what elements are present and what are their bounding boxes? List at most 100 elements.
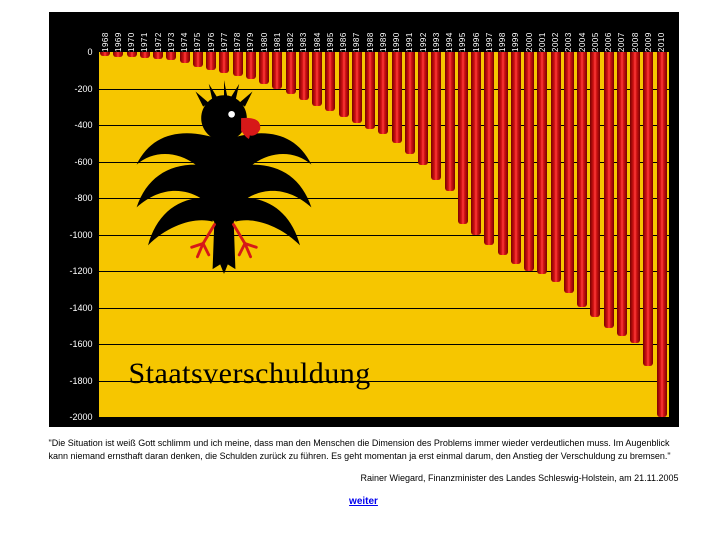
bar-slot [470,52,483,417]
x-label: 1971 [138,14,151,52]
bar-slot [496,52,509,417]
x-label: 1987 [350,14,363,52]
bar-slot [562,52,575,417]
y-label: -1400 [69,303,92,313]
bar-slot [390,52,403,417]
bar-slot [112,52,125,417]
bar-slot [483,52,496,417]
bar [219,52,229,73]
x-label: 1982 [284,14,297,52]
x-label: 1996 [470,14,483,52]
bar-slot [456,52,469,417]
x-label: 1984 [311,14,324,52]
bar-slot [549,52,562,417]
x-label: 1977 [218,14,231,52]
bar [233,52,243,76]
bar-slot [589,52,602,417]
bar [564,52,574,293]
bar [140,52,150,58]
bar-slot [655,52,668,417]
bar [166,52,176,60]
x-label: 1975 [191,14,204,52]
bar-slot [642,52,655,417]
chart-title: Staatsverschuldung [129,357,371,391]
x-label: 1986 [337,14,350,52]
x-label: 1978 [231,14,244,52]
bar [431,52,441,180]
bar [339,52,349,117]
x-label: 1990 [390,14,403,52]
y-label: -200 [74,84,92,94]
eagle-icon [129,74,319,279]
bar [484,52,494,245]
bar [577,52,587,307]
bar [537,52,547,274]
bar [604,52,614,328]
bar-slot [615,52,628,417]
bar [590,52,600,317]
bar [100,52,110,56]
bar-slot [403,52,416,417]
y-label: -600 [74,157,92,167]
x-label: 1979 [244,14,257,52]
x-label: 1981 [271,14,284,52]
bar [113,52,123,57]
x-label: 1989 [377,14,390,52]
x-label: 1973 [165,14,178,52]
bar [458,52,468,224]
plot-area: Staatsverschuldung [99,52,669,417]
bar [445,52,455,191]
bar [153,52,163,59]
bar-slot [602,52,615,417]
x-label: 1972 [152,14,165,52]
x-label: 1969 [112,14,125,52]
x-label: 1983 [297,14,310,52]
bar [630,52,640,343]
bar [325,52,335,111]
bar [365,52,375,129]
y-label: 0 [87,47,92,57]
bar [352,52,362,123]
quote-attribution: Rainer Wiegard, Finanzminister des Lande… [49,473,679,483]
bar [524,52,534,271]
bar [643,52,653,366]
x-label: 1991 [403,14,416,52]
bar [418,52,428,165]
x-label: 2007 [615,14,628,52]
bar [127,52,137,57]
x-label: 2004 [576,14,589,52]
x-label: 2005 [589,14,602,52]
y-label: -1200 [69,266,92,276]
x-label: 1998 [496,14,509,52]
x-label: 2008 [629,14,642,52]
bar [392,52,402,143]
x-label: 1970 [125,14,138,52]
x-label: 1993 [430,14,443,52]
x-label: 2002 [549,14,562,52]
weiter-link[interactable]: weiter [349,496,378,507]
x-label: 2003 [562,14,575,52]
bar [180,52,190,63]
bar-slot [99,52,112,417]
bar-slot [629,52,642,417]
bar [206,52,216,70]
bar [498,52,508,255]
bar [657,52,667,417]
y-label: -1000 [69,230,92,240]
quote-text: "Die Situation ist weiß Gott schlimm und… [49,437,679,463]
bar-slot [377,52,390,417]
bar [511,52,521,264]
bar [551,52,561,282]
x-label: 1994 [443,14,456,52]
bar [405,52,415,154]
link-row: weiter [49,491,679,509]
x-label: 2010 [655,14,668,52]
x-label: 1985 [324,14,337,52]
chart-frame: 1968196919701971197219731974197519761977… [49,12,679,427]
x-label: 1992 [417,14,430,52]
bar [617,52,627,336]
bar [193,52,203,67]
x-label: 1968 [99,14,112,52]
y-label: -1600 [69,339,92,349]
x-label: 2006 [602,14,615,52]
